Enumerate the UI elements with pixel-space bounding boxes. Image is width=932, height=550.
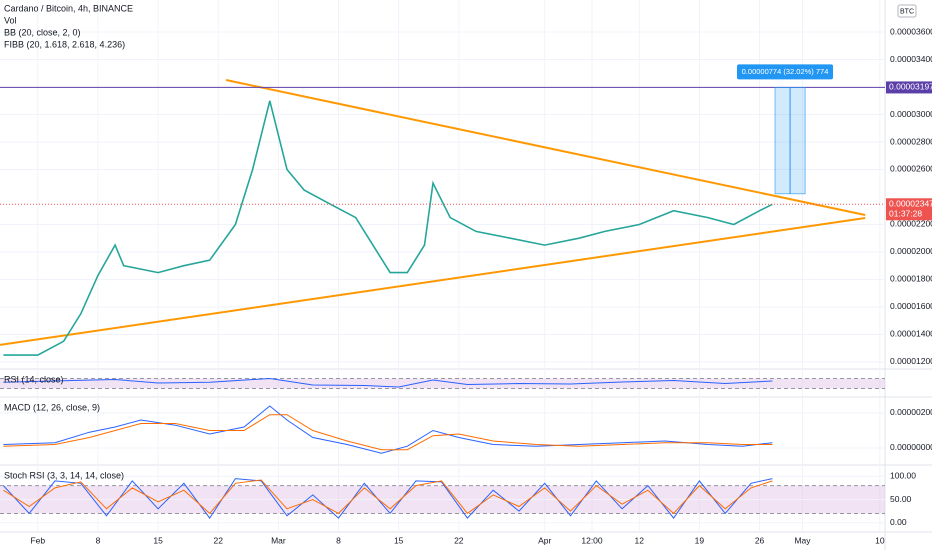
x-tick-label: Apr [538, 535, 551, 545]
trend-line [225, 79, 866, 216]
y-tick-label: 0.00001400 [890, 329, 932, 339]
series-line [3, 479, 773, 515]
x-tick-label: 15 [394, 535, 404, 545]
x-tick-label: 22 [214, 535, 224, 545]
series-line [3, 377, 773, 388]
y-tick-label: 0.00003000 [890, 109, 932, 119]
price-label: 0.00003197 [889, 82, 932, 92]
y-tick-label: 0.00002200 [890, 219, 932, 229]
pane-title: Cardano / Bitcoin, 4h, BINANCE [4, 3, 133, 13]
x-tick-label: 10 [875, 535, 885, 545]
x-tick-label: May [794, 535, 811, 545]
indicator-label: BB (20, close, 2, 0) [4, 27, 81, 37]
x-tick-label: 15 [153, 535, 163, 545]
x-tick-label: Feb [30, 535, 45, 545]
last-price-label: 0.00002347 [889, 199, 932, 209]
last-price-bg [886, 198, 932, 221]
x-tick-label: 8 [96, 535, 101, 545]
x-tick-label: 22 [454, 535, 464, 545]
y-tick-label: 0.00 [890, 517, 907, 527]
y-tick-label: 100.00 [890, 471, 916, 481]
y-tick-label: 0.00000000 [890, 442, 932, 452]
currency-badge-label: BTC [900, 8, 914, 15]
y-tick-label: 50.00 [890, 494, 912, 504]
y-tick-label: 0.00001600 [890, 301, 932, 311]
series-line [3, 100, 773, 356]
countdown-label: 01:37:28 [889, 209, 922, 219]
price-label-bg [886, 81, 932, 94]
x-tick-label: 12 [635, 535, 645, 545]
x-tick-label: Mar [271, 535, 286, 545]
y-tick-label: 0.00002800 [890, 136, 932, 146]
y-tick-label: 0.00001200 [890, 356, 932, 366]
y-tick-label: 0.00000200 [890, 407, 932, 417]
series-line [3, 478, 773, 519]
measure-label-bg [737, 64, 834, 80]
series-line [3, 405, 773, 454]
trend-line [0, 217, 866, 346]
pane-title: MACD (12, 26, close, 9) [4, 402, 100, 412]
y-tick-label: 0.00002600 [890, 164, 932, 174]
pane-title: Stoch RSI (3, 3, 14, 14, close) [4, 470, 124, 480]
y-tick-label: 0.00003600 [890, 26, 932, 36]
pane-title: RSI (14, close) [4, 374, 64, 384]
y-tick-label: 0.00002000 [890, 246, 932, 256]
currency-badge[interactable] [897, 4, 917, 18]
series-line [3, 414, 773, 451]
indicator-label: Vol [4, 15, 17, 25]
x-tick-label: 12:00 [581, 535, 603, 545]
y-tick-label: 0.00003400 [890, 54, 932, 64]
y-tick-label: 0.00001800 [890, 274, 932, 284]
x-tick-label: 26 [755, 535, 765, 545]
x-tick-label: 19 [695, 535, 705, 545]
indicator-label: FIBB (20, 1.618, 2.618, 4.236) [4, 39, 125, 49]
x-tick-label: 8 [336, 535, 341, 545]
band-fill [0, 378, 885, 389]
measure-label: 0.00000774 (32.02%) 774 [742, 67, 829, 76]
